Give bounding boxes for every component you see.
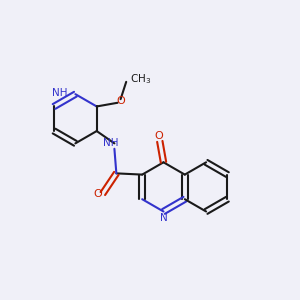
Text: NH: NH	[103, 138, 118, 148]
Text: NH: NH	[52, 88, 68, 98]
Text: O: O	[93, 189, 102, 200]
Text: O: O	[154, 131, 163, 141]
Text: O: O	[117, 96, 126, 106]
Text: CH$_3$: CH$_3$	[130, 72, 151, 86]
Text: N: N	[160, 213, 167, 223]
